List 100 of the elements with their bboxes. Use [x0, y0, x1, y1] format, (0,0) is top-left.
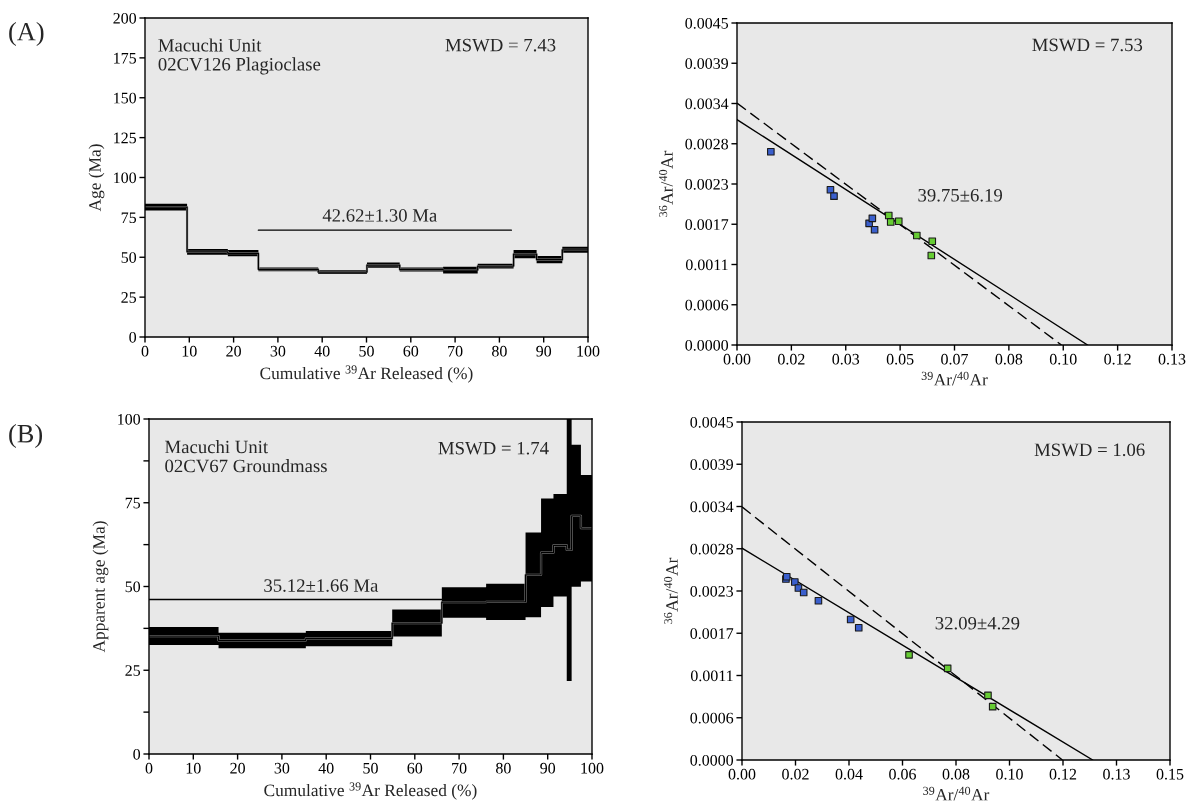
y-tick-label: 175: [114, 52, 137, 64]
x-tick-label: 0.02: [782, 768, 809, 780]
y-tick-label: 25: [121, 292, 137, 303]
annotation: MSWD = 7.53: [1032, 38, 1143, 52]
x-tick-label: 0.13: [1158, 353, 1186, 365]
y-tick-label: 100: [114, 172, 137, 184]
text: (A): [9, 22, 44, 46]
y-tick-label: 0.0028: [685, 138, 729, 150]
y-tick-label: 125: [114, 132, 137, 144]
x-tick-label: 60: [407, 762, 423, 774]
annotation: MSWD = 7.43: [445, 38, 556, 52]
x-tick-label: 0.04: [835, 768, 863, 780]
y-tick-label: 0.0023: [685, 178, 729, 190]
point: [830, 192, 838, 200]
y-axis-title: $^{36}$Ar/$^{40}$Ar: [664, 557, 678, 624]
y-tick-label: 0.0039: [685, 58, 729, 70]
x-tick-label: 80: [492, 345, 507, 357]
point: [886, 218, 895, 226]
point: [870, 225, 879, 234]
x-tick-label: 0.08: [942, 768, 970, 780]
x-tick-label: 0.00: [723, 353, 751, 365]
x-axis-title: Cumulative $^{39}$Ar Released (%): [260, 365, 473, 383]
annotation: Macuchi Unit 02CV126 Plagioclase: [158, 38, 321, 75]
x-axis-title: $^{39}$Ar/$^{40}$Ar: [921, 371, 988, 386]
y-tick-label: 0.0006: [690, 712, 734, 724]
x-tick-label: 40: [314, 345, 330, 357]
point: [894, 217, 903, 226]
point: [790, 578, 799, 586]
annotation: 35.12±1.66 Ma: [264, 579, 379, 592]
x-tick-label: 70: [452, 762, 467, 774]
x-tick-label: 0.05: [886, 353, 914, 365]
y-tick-label: 0: [129, 331, 137, 343]
y-tick-label: 50: [121, 252, 137, 263]
x-tick-label: 90: [540, 762, 556, 774]
x-tick-label: 50: [359, 345, 374, 357]
x-tick-label: 0: [141, 345, 149, 357]
point: [905, 651, 913, 659]
x-tick-label: 0.03: [832, 353, 860, 365]
x-tick-label: 0.15: [1156, 768, 1184, 780]
x-tick-label: 100: [577, 345, 600, 357]
y-tick-label: 0.0039: [690, 459, 734, 471]
y-tick-label: 200: [113, 12, 137, 24]
y-tick-label: 0.0045: [685, 17, 729, 29]
x-tick-label: 20: [230, 762, 245, 774]
y-tick-label: 0.0045: [690, 416, 734, 428]
annotation: Macuchi Unit 02CV67 Groundmass: [165, 440, 327, 473]
x-tick-label: 0.12: [1049, 768, 1077, 780]
y-tick-label: 0.0011: [685, 259, 728, 271]
x-tick-label: 0.12: [1104, 353, 1131, 365]
y-tick-label: 0.0034: [690, 501, 734, 513]
point: [814, 596, 823, 605]
point: [912, 231, 921, 240]
y-tick-label: 0.0023: [690, 585, 734, 597]
y-tick-label: 0.0017: [685, 219, 729, 231]
x-tick-label: 20: [226, 345, 241, 357]
point: [927, 251, 936, 260]
x-tick-label: 0.13: [1103, 768, 1130, 780]
x-tick-label: 50: [363, 762, 378, 774]
x-tick-label: 100: [581, 762, 604, 774]
x-axis-title: $^{39}$Ar/$^{40}$Ar: [923, 786, 990, 801]
y-tick-label: 100: [118, 413, 141, 425]
point: [799, 588, 808, 597]
x-tick-label: 0.07: [941, 353, 969, 365]
x-tick-label: 0.10: [996, 768, 1023, 780]
annotation: 42.62±1.30 Ma: [322, 209, 438, 222]
x-axis-title: Cumulative $^{39}$Ar Released (%): [264, 782, 477, 800]
point: [928, 237, 937, 246]
y-tick-label: 0.0034: [685, 98, 729, 110]
annotation: MSWD = 1.74: [438, 441, 549, 455]
point: [854, 623, 863, 632]
point: [984, 691, 992, 700]
annotation: 32.09±4.29: [935, 616, 1020, 630]
y-tick-label: 75: [125, 497, 141, 509]
y-tick-label: 0: [133, 748, 141, 760]
y-tick-label: 75: [121, 212, 137, 224]
x-tick-label: 70: [448, 345, 463, 357]
x-tick-label: 30: [274, 762, 290, 774]
x-tick-label: 0: [145, 762, 153, 774]
y-tick-label: 0.0028: [690, 543, 734, 555]
annotation: MSWD = 1.06: [1034, 443, 1145, 457]
y-axis-title: Apparent age (Ma): [92, 521, 109, 653]
x-tick-label: 40: [318, 762, 334, 774]
annotation: 39.75±6.19: [918, 188, 1003, 202]
x-tick-label: 80: [496, 762, 511, 774]
y-tick-label: 25: [125, 665, 141, 676]
point: [767, 147, 775, 156]
y-tick-label: 0.0006: [685, 299, 729, 311]
y-axis-title: $^{36}$Ar/$^{40}$Ar: [659, 150, 673, 217]
x-tick-label: 10: [186, 762, 201, 774]
x-tick-label: 0.10: [1049, 353, 1077, 365]
y-axis-title: Age (Ma): [88, 144, 105, 212]
y-tick-label: 0.0017: [690, 628, 734, 640]
x-tick-label: 0.02: [778, 353, 805, 365]
y-tick-label: 0.0000: [690, 754, 734, 766]
x-tick-label: 0.06: [889, 768, 916, 780]
x-tick-label: 30: [270, 345, 286, 357]
x-tick-label: 0.00: [728, 768, 756, 780]
y-tick-label: 50: [125, 581, 141, 593]
y-tick-label: 150: [114, 92, 137, 104]
y-tick-label: 0.0011: [690, 670, 733, 682]
